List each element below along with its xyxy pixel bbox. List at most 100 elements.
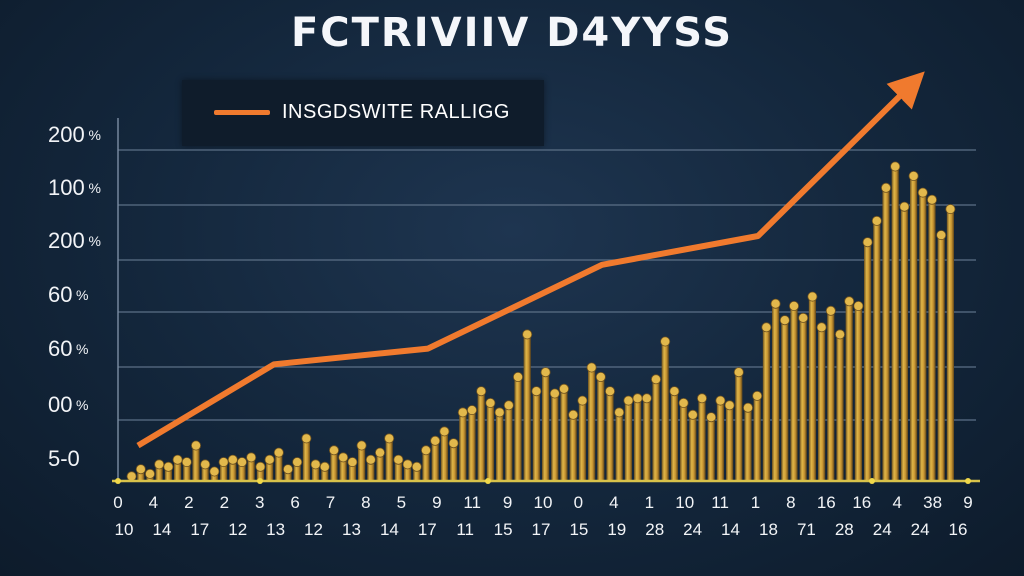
bar-cap xyxy=(420,445,431,456)
bar xyxy=(845,301,853,481)
x-tick-label: 12 xyxy=(304,520,323,539)
bar-cap xyxy=(172,454,183,465)
x-tick-label: 3 xyxy=(255,493,264,512)
bar-cap xyxy=(779,315,790,326)
x-tick-label: 24 xyxy=(683,520,702,539)
bar xyxy=(312,464,320,481)
bar-cap xyxy=(770,298,781,309)
x-tick-label: 17 xyxy=(190,520,209,539)
y-tick-unit: % xyxy=(76,397,88,413)
bar xyxy=(183,462,191,481)
bar xyxy=(597,377,605,481)
bar-cap xyxy=(190,440,201,451)
bar xyxy=(919,192,927,481)
bar-cap xyxy=(908,170,919,181)
x-tick-label: 38 xyxy=(923,493,942,512)
x-axis-marker xyxy=(869,478,875,484)
bar xyxy=(900,206,908,481)
bar-cap xyxy=(807,291,818,302)
x-axis-marker xyxy=(965,478,971,484)
bar xyxy=(873,220,881,481)
x-tick-label: 17 xyxy=(418,520,437,539)
bar xyxy=(864,242,872,481)
bar xyxy=(468,410,476,481)
bar xyxy=(781,320,789,481)
bar-cap xyxy=(853,300,864,311)
bar xyxy=(486,403,494,481)
bar-cap xyxy=(218,457,229,468)
bar-cap xyxy=(559,383,570,394)
bar xyxy=(201,464,209,481)
bar-cap xyxy=(513,371,524,382)
x-tick-label: 8 xyxy=(361,493,370,512)
bar-cap xyxy=(881,182,892,193)
x-tick-label: 10 xyxy=(534,493,553,512)
bar-cap xyxy=(936,230,947,241)
bar-cap xyxy=(503,400,514,411)
y-tick-unit: % xyxy=(89,233,101,249)
bar-cap xyxy=(384,433,395,444)
bar xyxy=(643,398,651,482)
bar xyxy=(385,438,393,481)
bar-cap xyxy=(605,386,616,397)
bar xyxy=(496,412,504,481)
bar-cap xyxy=(743,402,754,413)
bar-cap xyxy=(494,407,505,418)
bar xyxy=(348,462,356,481)
x-tick-label: 16 xyxy=(852,493,871,512)
bar xyxy=(615,412,623,481)
x-tick-label: 5 xyxy=(397,493,406,512)
bar-cap xyxy=(862,237,873,248)
y-tick-unit: % xyxy=(89,127,101,143)
bar-cap xyxy=(687,409,698,420)
y-tick-label: 5-0 xyxy=(48,446,80,471)
bar xyxy=(790,306,798,481)
bar xyxy=(339,457,347,481)
bar xyxy=(422,450,430,481)
bar-cap xyxy=(577,395,588,406)
bar-cap xyxy=(144,468,155,479)
bar xyxy=(624,400,632,481)
bar-cap xyxy=(798,312,809,323)
bar xyxy=(606,391,614,481)
bar-cap xyxy=(319,461,330,472)
bar xyxy=(413,466,421,481)
bar-cap xyxy=(724,400,735,411)
x-tick-label: 71 xyxy=(797,520,816,539)
legend: INSGDSWITE RALLIGG xyxy=(182,80,544,146)
bar xyxy=(772,303,780,481)
bar-cap xyxy=(246,452,257,463)
bar xyxy=(634,398,642,482)
bar xyxy=(818,327,826,481)
x-tick-label: 15 xyxy=(569,520,588,539)
bar-cap xyxy=(844,296,855,307)
bar-cap xyxy=(448,438,459,449)
bar-cap xyxy=(163,461,174,472)
x-tick-label: 14 xyxy=(721,520,740,539)
bar xyxy=(569,414,577,481)
bar xyxy=(726,405,734,481)
legend-label: INSGDSWITE RALLIGG xyxy=(282,101,510,123)
bar-cap xyxy=(328,445,339,456)
bar-cap xyxy=(761,322,772,333)
x-tick-label: 4 xyxy=(892,493,901,512)
bar-cap xyxy=(715,395,726,406)
bar xyxy=(661,341,669,481)
bar xyxy=(882,187,890,482)
x-tick-label: 11 xyxy=(711,493,729,512)
bar-cap xyxy=(816,322,827,333)
bar-cap xyxy=(669,386,680,397)
x-tick-label: 14 xyxy=(152,520,171,539)
chart-title: FCTRIVIIV D4YYSS xyxy=(290,10,734,56)
bar-cap xyxy=(310,459,321,470)
bar-cap xyxy=(181,457,192,468)
bar-cap xyxy=(126,471,137,482)
bar-cap xyxy=(282,464,293,475)
x-tick-label: 17 xyxy=(532,520,551,539)
bar-cap xyxy=(227,454,238,465)
bar-cap xyxy=(549,388,560,399)
bar xyxy=(256,466,264,481)
bar-cap xyxy=(135,464,146,475)
bar xyxy=(440,431,448,481)
bar-cap xyxy=(264,454,275,465)
